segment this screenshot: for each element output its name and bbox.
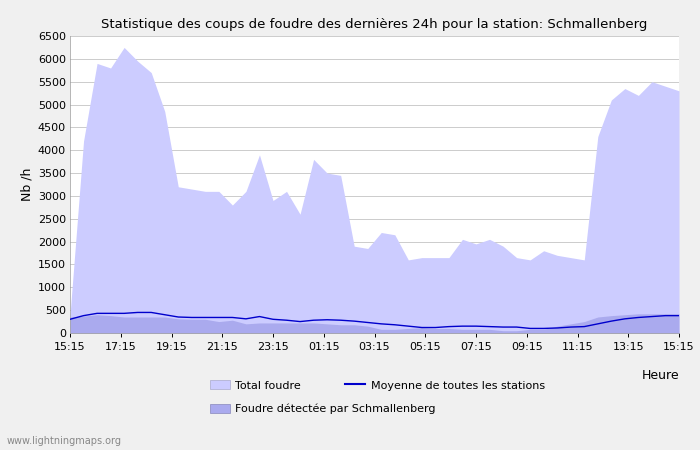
Legend: Foudre détectée par Schmallenberg: Foudre détectée par Schmallenberg xyxy=(209,404,435,414)
Text: Heure: Heure xyxy=(641,369,679,382)
Title: Statistique des coups de foudre des dernières 24h pour la station: Schmallenberg: Statistique des coups de foudre des dern… xyxy=(102,18,648,31)
Text: www.lightningmaps.org: www.lightningmaps.org xyxy=(7,436,122,446)
Y-axis label: Nb /h: Nb /h xyxy=(20,168,34,201)
